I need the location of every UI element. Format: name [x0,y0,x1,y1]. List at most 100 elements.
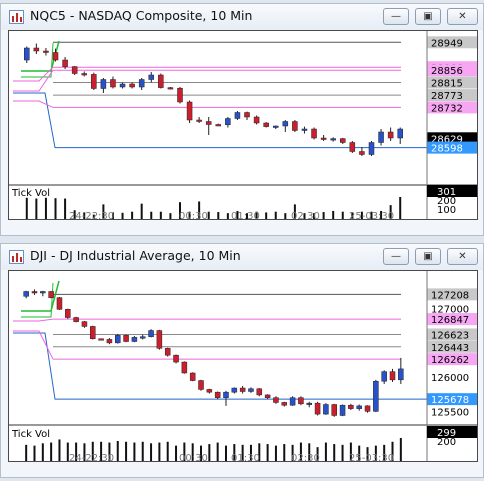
volume-bar [116,441,119,461]
price-label: 126443 [431,343,469,354]
volume-bar [249,444,252,461]
volume-bar [389,205,392,219]
restore-button[interactable]: ▣ [415,8,441,25]
price-chart[interactable]: 2894928866288562881528773287322862928598… [9,31,478,220]
volume-scale-label: 200 [437,196,456,207]
candle [398,368,404,381]
candle [181,361,188,374]
close-button[interactable]: ✕ [447,248,478,265]
minimize-button[interactable]: — [383,8,409,25]
volume-bar [183,442,186,461]
volume-bar [226,213,229,219]
volume-bar [370,211,373,219]
time-label: 00:30 [179,211,208,220]
candle [198,380,204,390]
volume-bar [255,211,258,219]
candle [139,336,146,339]
candle [167,87,174,90]
price-label: 28773 [431,91,463,102]
minimize-button[interactable]: — [383,248,409,265]
volume-scale-label: 301 [437,187,456,198]
candle [248,388,254,392]
volume-bar [50,442,53,461]
candle [373,380,379,412]
volume-bar [54,198,57,219]
title-bar[interactable]: DJI - DJ Industrial Average, 10 Min — ▣ … [1,244,483,270]
time-label: 02:30 [291,453,320,462]
time-label: 24-22:30 [69,453,114,462]
candle [331,404,337,416]
candle [320,137,327,140]
price-label-bg [427,353,477,366]
candle [282,121,289,127]
candle [323,404,329,415]
candle [330,138,336,141]
volume-bar [121,212,124,219]
volume-label: Tick Vol [11,429,50,440]
volume-bar [111,212,114,219]
candle [349,142,356,152]
price-label-bg [427,89,477,102]
volume-bar [198,201,201,219]
window-title: NQC5 - NASDAQ Composite, 10 Min [30,8,253,23]
volume-bar [383,444,386,461]
volume-bar [284,213,287,219]
price-label: 126623 [431,330,469,341]
chart-app-icon [9,10,24,24]
volume-bar [246,213,249,219]
title-bar[interactable]: NQC5 - NASDAQ Composite, 10 Min — ▣ ✕ [1,4,483,30]
candle [158,74,164,88]
time-label: 25-03:30 [349,211,394,220]
volume-bar [191,443,194,461]
price-label-bg [427,371,477,384]
candle [264,394,271,398]
signal-line [21,282,54,318]
volume-bar [75,442,78,461]
time-label: 01:30 [231,453,260,462]
candle [106,339,113,344]
time-label: 02:30 [291,211,320,220]
chart-area[interactable]: 127208 127000 126847 126623 126443 126262 1260… [8,270,478,462]
candle [244,112,250,118]
candle [90,326,96,340]
volume-bar [58,439,61,461]
candle [196,119,202,122]
candle [205,121,212,125]
chart-window-dji: DJI - DJ Industrial Average, 10 Min — ▣ … [0,243,484,478]
volume-bar [360,211,363,219]
volume-bar [341,444,344,461]
candle [215,124,222,127]
chart-window-nasdaq: NQC5 - NASDAQ Composite, 10 Min — ▣ ✕ 28… [0,3,484,236]
volume-bar [207,211,210,219]
volume-scale-label: 100 [437,205,456,216]
candle [148,330,154,337]
volume-bar [35,198,38,219]
volume-bar [333,444,336,461]
volume-bar [351,212,354,219]
volume-bar [108,442,111,461]
chart-area[interactable]: 2894928866288562881528773287322862928598… [8,30,478,220]
time-label: 00:30 [179,453,208,462]
candle [339,404,346,416]
volume-bar [324,442,327,461]
candle [81,73,87,76]
volume-bar [125,441,128,461]
volume-bar [91,441,94,461]
restore-button[interactable]: ▣ [415,248,441,265]
volume-bar [102,204,105,219]
volume-bar [322,212,325,219]
candle [119,83,126,88]
candle [356,405,362,409]
close-button[interactable]: ✕ [447,8,478,25]
volume-bar [380,210,383,219]
session-line [13,330,54,360]
price-label-bg [427,76,477,89]
volume-bar [358,445,361,461]
price-label: 127000 [431,305,469,316]
session-line [13,66,54,82]
candle [311,128,317,139]
volume-value-bg [427,185,477,197]
volume-bar [83,443,86,461]
candle [123,335,129,342]
